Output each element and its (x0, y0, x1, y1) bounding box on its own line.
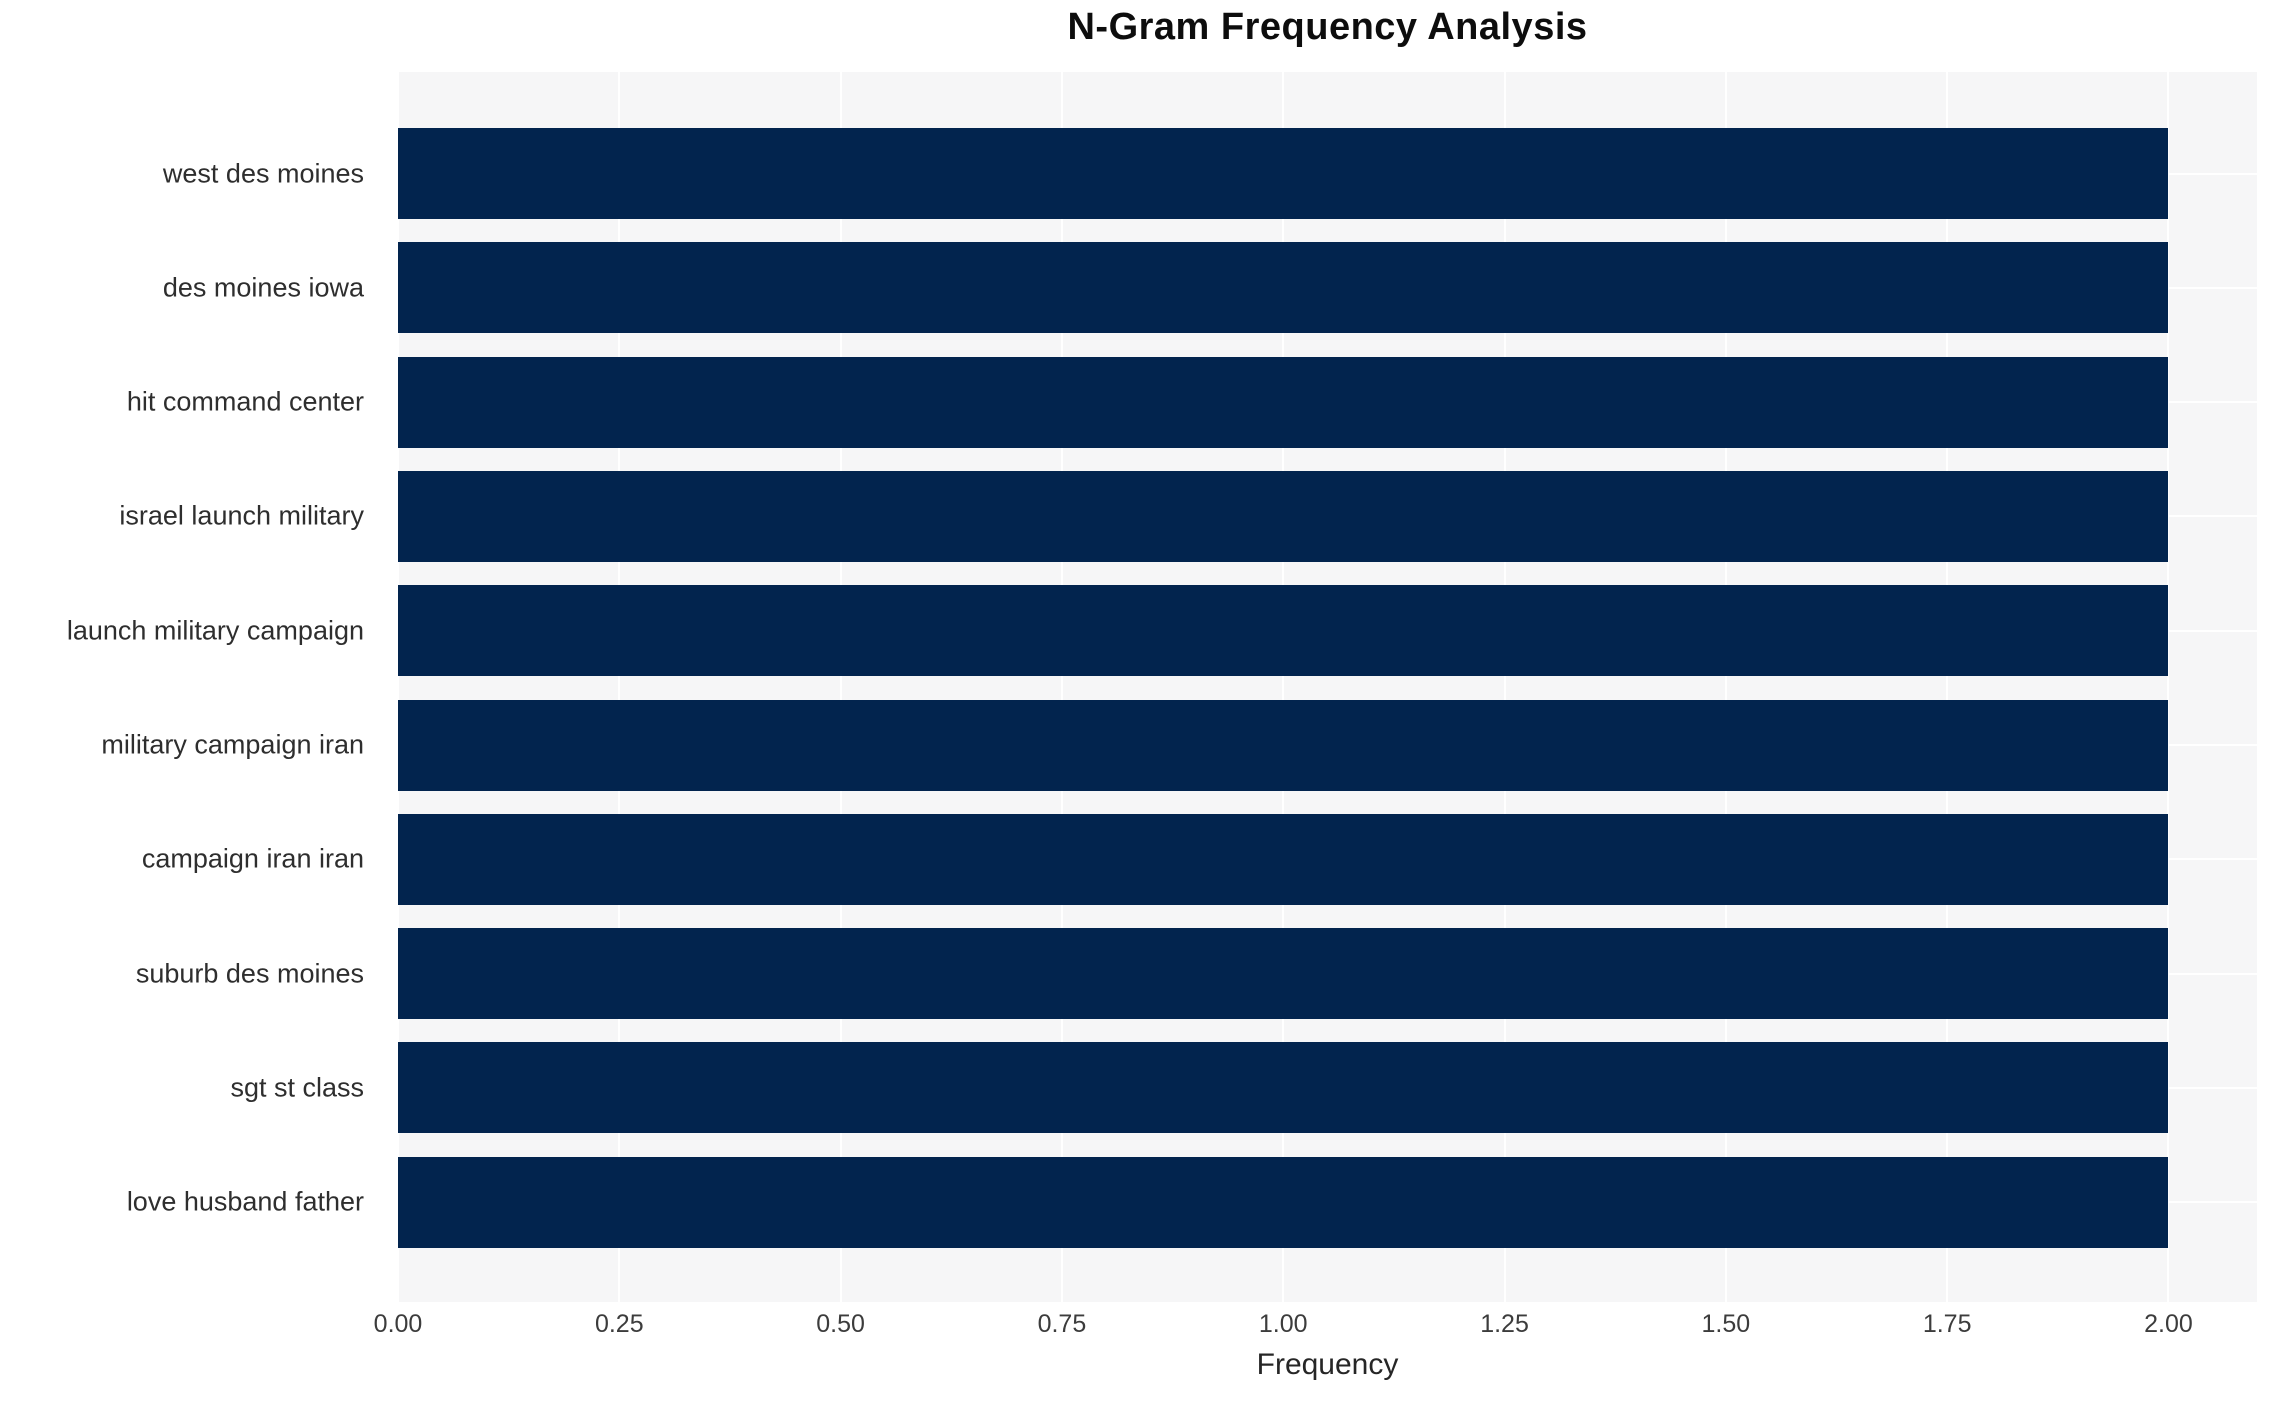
y-tick-label-8: sgt st class (230, 1072, 364, 1103)
y-tick-label-9: love husband father (126, 1186, 364, 1217)
gridline-x-0.75 (1060, 72, 1063, 1302)
gridline-x-0.5 (839, 72, 842, 1302)
plot-area (397, 72, 2257, 1302)
gridline-x-1.25 (1503, 72, 1506, 1302)
bar-2 (398, 356, 2169, 448)
x-tick-label-1: 0.25 (594, 1310, 644, 1338)
x-tick-label-6: 1.50 (1701, 1310, 1751, 1338)
bar-1 (398, 242, 2169, 334)
bar-4 (398, 585, 2169, 677)
y-tick-label-6: campaign iran iran (141, 843, 364, 874)
x-tick-label-0: 0.00 (373, 1310, 423, 1338)
x-tick-label-3: 0.75 (1037, 1310, 1087, 1338)
bar-9 (398, 1156, 2169, 1248)
bar-8 (398, 1042, 2169, 1134)
gridline-x-1.5 (1724, 72, 1727, 1302)
x-tick-label-7: 1.75 (1922, 1310, 1972, 1338)
gridline-x-1 (1282, 72, 1285, 1302)
y-tick-label-3: israel launch military (119, 500, 364, 531)
gridline-x-0.25 (618, 72, 621, 1302)
bar-3 (398, 470, 2169, 562)
y-tick-label-4: launch military campaign (66, 615, 364, 646)
x-tick-label-8: 2.00 (2144, 1310, 2193, 1338)
y-tick-label-0: west des moines (162, 158, 364, 188)
gridline-x-0 (397, 72, 399, 1302)
bar-0 (398, 128, 2169, 219)
gridline-x-2 (2167, 72, 2170, 1302)
bar-7 (398, 928, 2169, 1020)
x-tick-label-2: 0.50 (816, 1310, 865, 1338)
x-tick-label-4: 1.00 (1258, 1310, 1308, 1338)
chart-title: N-Gram Frequency Analysis (1067, 6, 1588, 48)
x-axis-title: Frequency (1256, 1348, 1399, 1381)
y-tick-label-7: suburb des moines (135, 958, 364, 989)
y-tick-label-1: des moines iowa (162, 272, 364, 303)
gridline-x-1.75 (1946, 72, 1949, 1302)
bar-5 (398, 699, 2169, 791)
y-tick-label-2: hit command center (126, 386, 364, 417)
bar-6 (398, 813, 2169, 905)
x-tick-label-5: 1.25 (1480, 1310, 1529, 1338)
y-tick-label-5: military campaign iran (101, 729, 364, 760)
